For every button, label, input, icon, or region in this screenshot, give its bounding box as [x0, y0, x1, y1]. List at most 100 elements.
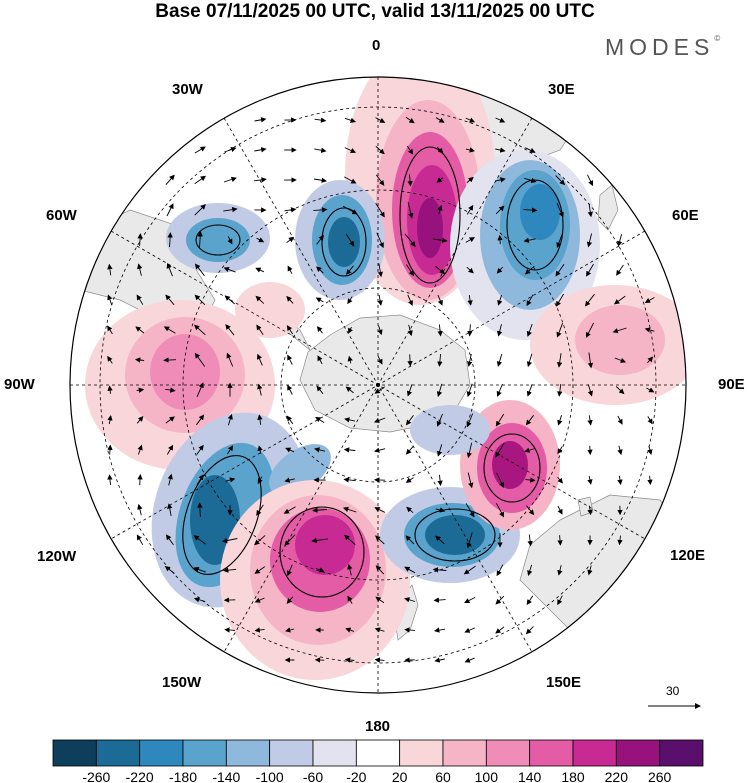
colorbar-tick-label: 260 — [648, 769, 672, 783]
wind-vector — [405, 445, 414, 455]
wind-vector — [557, 384, 563, 397]
wind-vector — [406, 145, 414, 155]
wind-vector — [407, 354, 413, 367]
colorbar: -260 -220 -180 -140 -100 -60 -20 20 60 100 140 180 2… — [52, 739, 704, 783]
wind-vector — [527, 534, 533, 547]
wind-vector — [613, 295, 626, 305]
wind-vector — [165, 174, 175, 185]
wind-vector — [194, 175, 207, 185]
wind-vector — [223, 206, 238, 213]
wind-vector — [374, 447, 386, 453]
wind-vector — [526, 353, 533, 368]
colorbar-tick-label: 180 — [561, 769, 585, 783]
wind-vector — [527, 564, 533, 576]
wind-vector — [163, 326, 176, 334]
lon-label-120w: 120W — [37, 548, 77, 565]
wind-vector — [286, 236, 295, 244]
wind-vector — [404, 597, 416, 603]
wind-vector — [405, 477, 414, 483]
lon-label-60w: 60W — [46, 207, 77, 224]
wind-vector — [437, 294, 443, 306]
wind-vector — [436, 413, 443, 427]
wind-vector — [434, 657, 445, 663]
wind-vector — [525, 415, 534, 426]
wind-vector — [526, 294, 534, 307]
wind-vector — [404, 627, 415, 633]
wind-vector — [311, 537, 328, 544]
colorbar-box — [399, 739, 444, 767]
colorbar-box — [659, 739, 704, 767]
wind-vector — [495, 442, 505, 458]
wind-vector — [196, 474, 204, 486]
wind-vector — [316, 385, 324, 394]
wind-vector — [525, 147, 536, 153]
wind-vector — [227, 445, 234, 455]
wind-vector — [612, 327, 627, 334]
wind-vector — [313, 207, 328, 213]
modes-logo: MODES© — [605, 34, 721, 60]
wind-vector — [555, 175, 566, 186]
wind-vector — [166, 203, 174, 217]
wind-vector — [345, 233, 355, 247]
wind-vector — [375, 535, 385, 545]
wind-vector — [256, 324, 264, 335]
colorbar-box — [442, 739, 487, 767]
wind-vector — [464, 596, 476, 604]
wind-vector — [224, 295, 235, 305]
wind-vector — [406, 506, 414, 514]
wind-vector — [524, 447, 536, 453]
wind-vector — [617, 445, 623, 456]
wind-vector — [557, 565, 563, 576]
wind-vector — [463, 565, 476, 575]
wind-vector — [197, 231, 203, 249]
wind-vector — [284, 477, 295, 483]
wind-vector — [644, 297, 655, 303]
wind-vector — [346, 265, 354, 275]
wind-vector — [495, 117, 506, 123]
wind-vector — [137, 503, 143, 516]
wind-vector — [257, 476, 263, 485]
wind-vector — [377, 325, 383, 336]
wind-vector — [227, 413, 233, 426]
wind-vector — [465, 503, 475, 518]
colorbar-tick-label: 20 — [392, 769, 408, 783]
wind-vector — [556, 353, 563, 368]
wind-vector — [587, 384, 593, 397]
wind-vector — [407, 202, 414, 219]
wind-vector — [466, 383, 473, 398]
wind-vector — [437, 474, 443, 487]
wind-vector — [496, 266, 504, 274]
wind-vector — [405, 415, 414, 426]
wind-vector — [285, 627, 295, 633]
wind-vector — [287, 384, 293, 395]
wind-vector — [194, 263, 205, 277]
wind-vector — [225, 477, 236, 483]
wind-vector — [316, 234, 324, 245]
south-pole-marker — [376, 383, 380, 387]
wind-vector — [557, 446, 563, 455]
wind-vector — [615, 386, 625, 395]
wind-vector — [135, 357, 145, 363]
wind-vector — [497, 234, 503, 245]
wind-vector — [497, 324, 503, 337]
wind-vector — [107, 444, 113, 455]
wind-vector — [584, 293, 595, 307]
wind-vector — [523, 237, 536, 243]
wind-vector — [283, 506, 296, 514]
wind-vector — [166, 444, 174, 455]
wind-vector — [225, 324, 235, 336]
wind-vector — [525, 626, 534, 635]
wind-vector — [437, 324, 443, 337]
lon-label-60e: 60E — [672, 207, 699, 224]
wind-vector — [344, 534, 356, 546]
wind-vector — [374, 657, 385, 663]
wind-vector — [165, 416, 175, 424]
wind-vector — [526, 595, 534, 606]
wind-vector — [586, 174, 594, 187]
wind-vector — [343, 447, 356, 453]
wind-vector — [317, 355, 323, 365]
lon-label-90w: 90W — [4, 376, 35, 393]
wind-vector — [616, 264, 624, 276]
wind-vector — [405, 535, 415, 545]
colorbar-tick-label: -180 — [169, 769, 197, 783]
